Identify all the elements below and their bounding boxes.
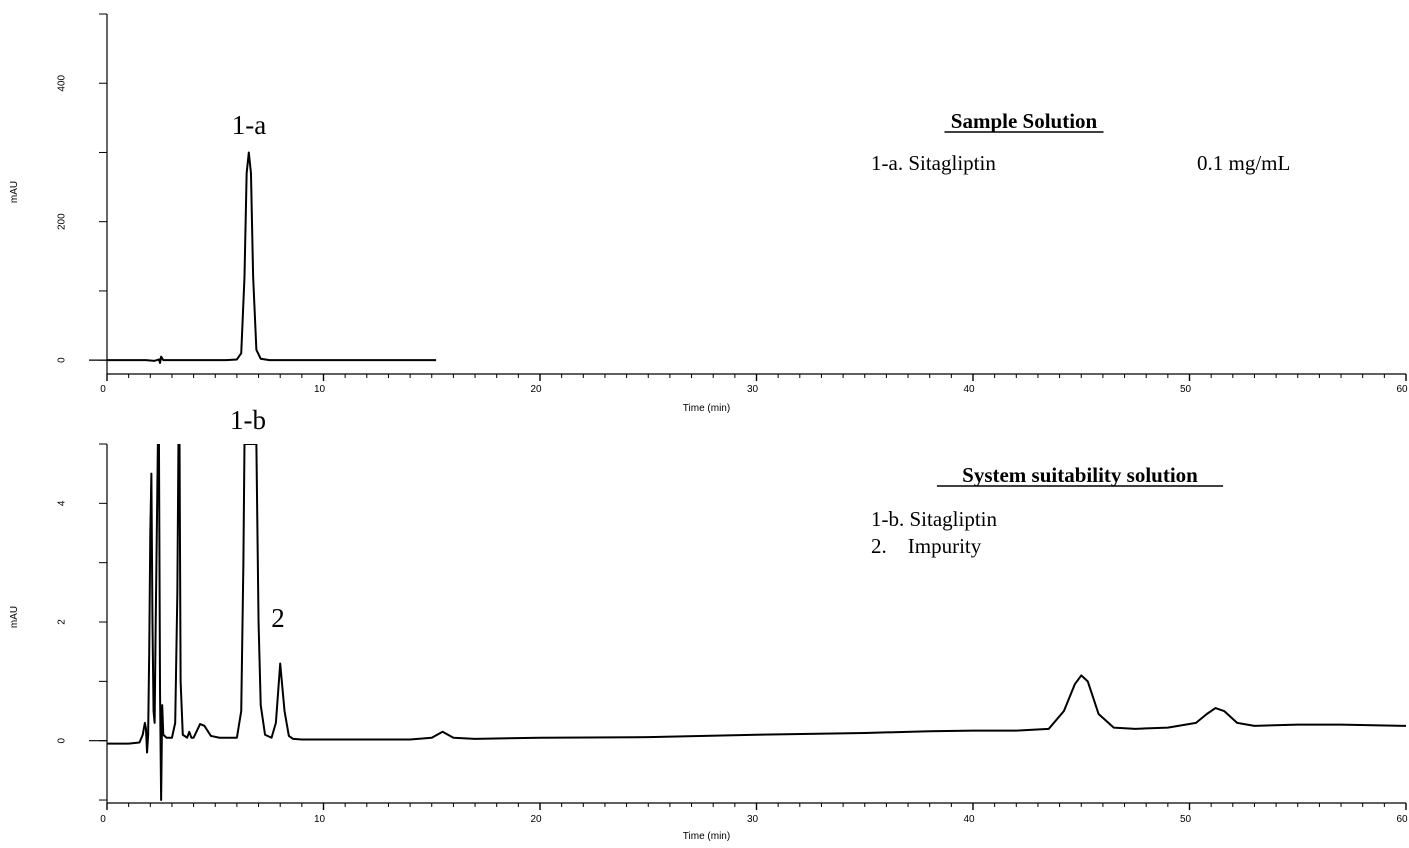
panel1-y-tick-label: 400 <box>57 74 68 91</box>
panel2-x-tick-label: 30 <box>747 814 759 825</box>
panel1-y-tick-label: 0 <box>57 357 68 363</box>
panel1-y-tick-label: 200 <box>57 213 68 230</box>
panel2-x-tick-label: 0 <box>100 814 106 825</box>
panel1-x-tick-label: 40 <box>963 384 975 395</box>
panel2-legend-entry: 2. Impurity <box>871 534 982 558</box>
panel2-y-tick-label: 4 <box>57 500 68 506</box>
panel2-x-tick-label: 40 <box>963 814 975 825</box>
panel1-x-tick-label: 50 <box>1180 384 1192 395</box>
panel2-series-line <box>107 444 1406 800</box>
panel1-x-tick-label: 30 <box>747 384 759 395</box>
panel1-legend-entry-value: 0.1 mg/mL <box>1197 151 1290 175</box>
panel2-x-tick-label: 20 <box>530 814 542 825</box>
panel2-y-tick-label: 0 <box>57 737 68 743</box>
panel1-y-axis-title: mAU <box>9 181 20 203</box>
panel2-y-axis-title: mAU <box>9 606 20 628</box>
panel1-legend-entry: 1-a. Sitagliptin <box>871 151 996 175</box>
panel1-x-tick-label: 0 <box>100 384 106 395</box>
panel1-x-tick-label: 20 <box>530 384 542 395</box>
panel2-peak-label: 2 <box>271 603 285 633</box>
panel1-peak-label: 1-a <box>232 110 266 140</box>
panel1-series-line <box>107 152 436 362</box>
panel1-x-axis-title: Time (min) <box>683 403 730 414</box>
panel2-legend-title: System suitability solution <box>962 463 1198 487</box>
panel2-x-tick-label: 50 <box>1180 814 1192 825</box>
panel1-x-tick-label: 60 <box>1396 384 1408 395</box>
panel2-x-tick-label: 10 <box>314 814 326 825</box>
panel1-x-tick-label: 10 <box>314 384 326 395</box>
panel2-peak-label: 1-b <box>230 405 266 435</box>
panel1-legend-title: Sample Solution <box>951 109 1098 133</box>
panel2-legend-entry: 1-b. Sitagliptin <box>871 507 998 531</box>
panel2-x-tick-label: 60 <box>1396 814 1408 825</box>
panel2-x-axis-title: Time (min) <box>683 831 730 842</box>
panel2-y-tick-label: 2 <box>57 619 68 625</box>
